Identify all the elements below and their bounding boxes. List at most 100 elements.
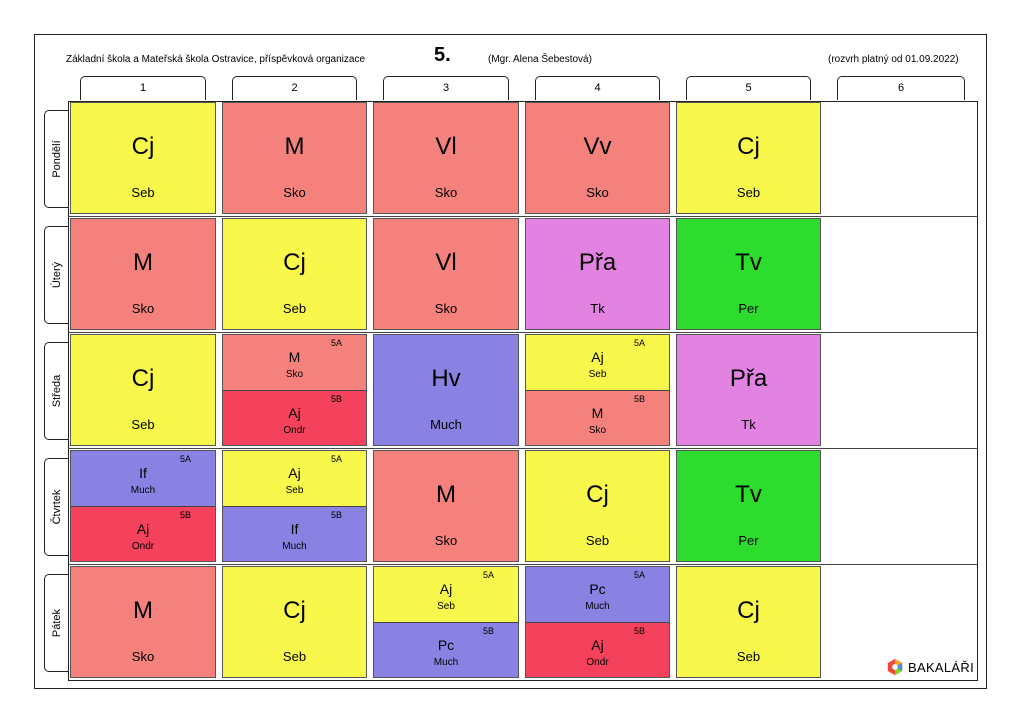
period-header-6: 6 [837, 76, 965, 100]
row-divider [68, 332, 978, 333]
lesson-teacher: Seb [285, 485, 304, 496]
lesson-teacher: Much [282, 541, 307, 552]
lesson-teacher: Sko [434, 301, 458, 316]
lesson-cell[interactable]: Přa Tk [676, 334, 821, 446]
lesson-teacher: Seb [282, 301, 307, 316]
lesson-cell[interactable]: M Sko [70, 218, 216, 330]
timetable-frame [34, 34, 987, 689]
row-divider [68, 448, 978, 449]
row-divider [68, 216, 978, 217]
lesson-subject: Cj [131, 133, 155, 160]
lesson-teacher: Ondr [283, 425, 306, 436]
bakalari-logo-icon [887, 658, 903, 676]
lesson-subject: Vl [435, 133, 457, 160]
group-lesson[interactable]: 5A If Much [71, 451, 215, 506]
lesson-teacher: Sko [285, 369, 304, 380]
day-label: Pondělí [50, 140, 63, 178]
group-label: 5A [330, 454, 342, 464]
lesson-subject: M [284, 133, 305, 160]
lesson-subject: Vl [435, 249, 457, 276]
lesson-cell[interactable]: Vv Sko [525, 102, 670, 214]
lesson-subject: M [288, 349, 301, 365]
bakalari-logo-text: BAKALÁŘI [908, 659, 974, 675]
group-label: 5B [633, 394, 645, 404]
lesson-teacher: Seb [437, 601, 455, 612]
lesson-cell-split[interactable]: 5A Aj Seb 5B M Sko [525, 334, 670, 446]
lesson-teacher: Sko [131, 301, 155, 316]
bakalari-logo: BAKALÁŘI [886, 657, 974, 677]
class-teacher: (Mgr. Alena Šebestová) [488, 54, 592, 65]
lesson-teacher: Seb [282, 649, 307, 664]
lesson-teacher: Much [130, 485, 156, 496]
lesson-cell[interactable]: M Sko [373, 450, 519, 562]
group-lesson[interactable]: 5A Pc Much [526, 567, 669, 622]
group-lesson[interactable]: 5B Aj Ondr [526, 622, 669, 677]
group-lesson[interactable]: 5A Aj Seb [374, 567, 518, 622]
lesson-subject: Cj [586, 481, 609, 508]
lesson-cell-split[interactable]: 5A Aj Seb 5B Pc Much [373, 566, 519, 678]
lesson-cell[interactable]: Cj Seb [525, 450, 670, 562]
lesson-cell[interactable]: Cj Seb [676, 566, 821, 678]
lesson-cell[interactable]: Hv Much [373, 334, 519, 446]
lesson-teacher: Much [433, 657, 459, 668]
lesson-cell[interactable]: Vl Sko [373, 102, 519, 214]
group-lesson[interactable]: 5A Aj Seb [526, 335, 669, 390]
lesson-subject: M [133, 597, 153, 624]
lesson-cell[interactable]: Tv Per [676, 450, 821, 562]
day-header-4: Čtvrtek [44, 458, 68, 556]
group-label: 5A [633, 570, 645, 580]
lesson-cell[interactable]: Vl Sko [373, 218, 519, 330]
lesson-subject: Přa [578, 249, 617, 276]
group-lesson[interactable]: 5B Pc Much [374, 622, 518, 677]
lesson-cell[interactable]: Cj Seb [70, 102, 216, 214]
period-header-1: 1 [80, 76, 206, 100]
lesson-cell-split[interactable]: 5A If Much 5B Aj Ondr [70, 450, 216, 562]
lesson-teacher: Sko [434, 533, 458, 548]
lesson-subject: Aj [591, 637, 604, 653]
day-header-1: Pondělí [44, 110, 68, 208]
lesson-cell[interactable]: Tv Per [676, 218, 821, 330]
lesson-cell-split[interactable]: 5A M Sko 5B Aj Ondr [222, 334, 367, 446]
timetable-grid [68, 101, 978, 681]
period-header-3: 3 [383, 76, 509, 100]
lesson-subject: If [139, 465, 147, 481]
lesson-cell-split[interactable]: 5A Pc Much 5B Aj Ondr [525, 566, 670, 678]
lesson-cell[interactable]: Cj Seb [676, 102, 821, 214]
lesson-cell[interactable]: M Sko [222, 102, 367, 214]
lesson-subject: Aj [439, 581, 453, 597]
period-header-4: 4 [535, 76, 660, 100]
lesson-cell[interactable]: M Sko [70, 566, 216, 678]
lesson-cell[interactable]: Cj Seb [70, 334, 216, 446]
group-label: 5B [179, 510, 191, 520]
day-header-2: Úterý [44, 226, 68, 324]
period-header-2: 2 [232, 76, 357, 100]
lesson-cell[interactable]: Cj Seb [222, 566, 367, 678]
lesson-cell[interactable]: Přa Tk [525, 218, 670, 330]
group-lesson[interactable]: 5B If Much [223, 506, 366, 561]
lesson-teacher: Per [738, 533, 759, 548]
day-label: Pátek [50, 608, 63, 638]
lesson-cell-split[interactable]: 5A Aj Seb 5B If Much [222, 450, 367, 562]
day-label: Středa [50, 374, 63, 408]
group-lesson[interactable]: 5B Aj Ondr [223, 390, 366, 445]
group-lesson[interactable]: 5A M Sko [223, 335, 366, 390]
lesson-teacher: Ondr [131, 541, 155, 552]
lesson-teacher: Sko [131, 649, 155, 664]
class-name: 5. [434, 44, 451, 66]
day-label: Čtvrtek [50, 489, 63, 525]
lesson-subject: Aj [288, 465, 301, 481]
group-label: 5B [482, 626, 494, 636]
group-lesson[interactable]: 5B Aj Ondr [71, 506, 215, 561]
lesson-subject: M [436, 481, 456, 508]
group-lesson[interactable]: 5B M Sko [526, 390, 669, 445]
lesson-teacher: Seb [588, 369, 607, 380]
lesson-teacher: Much [430, 417, 462, 432]
lesson-cell[interactable]: Cj Seb [222, 218, 367, 330]
lesson-teacher: Tk [590, 301, 605, 316]
lesson-teacher: Sko [283, 185, 306, 200]
lesson-teacher: Much [585, 601, 610, 612]
group-label: 5A [482, 570, 494, 580]
group-lesson[interactable]: 5A Aj Seb [223, 451, 366, 506]
school-name: Základní škola a Mateřská škola Ostravic… [66, 54, 366, 65]
lesson-subject: Přa [729, 365, 768, 392]
